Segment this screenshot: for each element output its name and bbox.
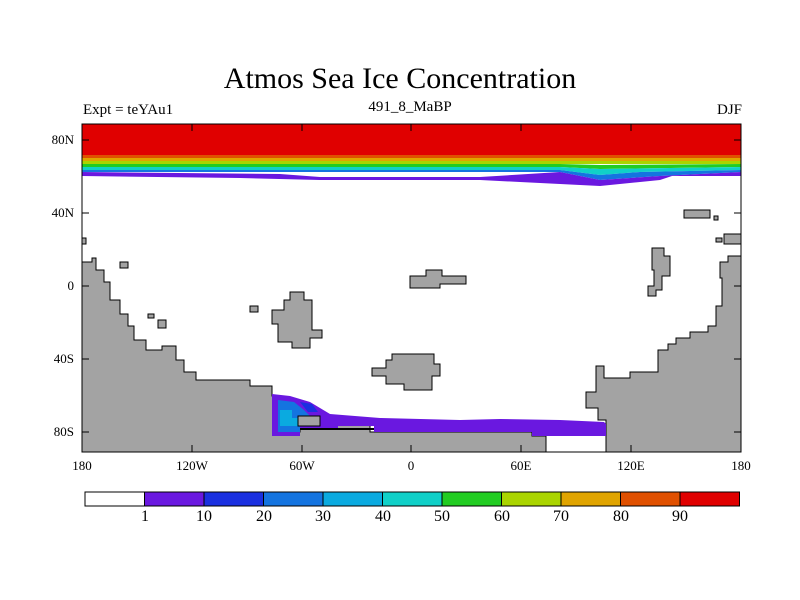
colorbar-swatch-6 bbox=[441, 491, 502, 507]
arctic-ice-40 bbox=[82, 167, 741, 175]
land-east-continent bbox=[585, 255, 742, 453]
colorbar-label-10: 10 bbox=[196, 508, 212, 525]
lon-label-120e: 120E bbox=[617, 458, 645, 473]
land-masses bbox=[81, 209, 742, 453]
colorbar-label-60: 60 bbox=[494, 508, 510, 525]
colorbar-swatch-5 bbox=[382, 491, 443, 507]
lon-label-0: 0 bbox=[407, 458, 415, 473]
colorbar-swatch-1 bbox=[144, 491, 205, 507]
lat-label-0: 0 bbox=[67, 278, 75, 293]
lon-tick-marks bbox=[81, 124, 742, 452]
antarctic-ice-30 bbox=[280, 410, 298, 426]
antarctic-ice-1 bbox=[272, 394, 606, 436]
lon-label-60w: 60W bbox=[289, 458, 315, 473]
colorbar-swatch-3 bbox=[263, 491, 324, 507]
lat-label-40s: 40S bbox=[53, 351, 74, 366]
land-asia-island bbox=[409, 269, 467, 289]
lon-label-120w: 120W bbox=[176, 458, 208, 473]
colorbar-label-20: 20 bbox=[256, 508, 272, 525]
land-small-4 bbox=[81, 237, 87, 245]
colorbar-label-70: 70 bbox=[553, 508, 569, 525]
colorbar-label-1: 1 bbox=[141, 508, 149, 525]
colorbar-swatch-2 bbox=[203, 491, 264, 507]
colorbar-swatch-4 bbox=[322, 491, 383, 507]
colorbar-label-80: 80 bbox=[613, 508, 629, 525]
land-australia bbox=[371, 353, 441, 391]
land-ne-island-small bbox=[713, 215, 719, 221]
land-small-1 bbox=[119, 261, 129, 269]
arctic-ice-80 bbox=[82, 155, 741, 158]
colorbar-label-50: 50 bbox=[434, 508, 450, 525]
land-small-2 bbox=[147, 313, 155, 319]
land-ne-rect bbox=[723, 233, 742, 245]
colorbar bbox=[84, 491, 740, 507]
colorbar-swatch-8 bbox=[560, 491, 621, 507]
land-africa-horn bbox=[249, 305, 259, 313]
land-india bbox=[647, 247, 671, 297]
plot-title: Atmos Sea Ice Concentration bbox=[223, 62, 577, 95]
plot-subtitle: 491_8_MaBP bbox=[368, 99, 452, 115]
experiment-label: Expt = teYAu1 bbox=[83, 102, 174, 118]
land-africa bbox=[271, 291, 323, 349]
season-label: DJF bbox=[716, 102, 742, 118]
colorbar-label-90: 90 bbox=[672, 508, 688, 525]
colorbar-swatch-7 bbox=[501, 491, 562, 507]
colorbar-swatch-10 bbox=[679, 491, 740, 507]
antarctic-shelf-line bbox=[300, 428, 374, 430]
lat-label-80n: 80N bbox=[51, 132, 74, 147]
lon-label-60e: 60E bbox=[510, 458, 532, 473]
lon-label-180e: 180 bbox=[731, 458, 751, 473]
antarctic-land-patch bbox=[297, 415, 321, 427]
colorbar-label-30: 30 bbox=[315, 508, 331, 525]
arctic-ice-70 bbox=[82, 158, 741, 161]
lon-label-180w: 180 bbox=[72, 458, 92, 473]
antarctic-ice-10 bbox=[300, 402, 318, 412]
arctic-ice-50 bbox=[82, 164, 741, 169]
colorbar-label-40: 40 bbox=[375, 508, 391, 525]
colorbar-swatch-0 bbox=[84, 491, 145, 507]
lat-tick-marks bbox=[82, 139, 741, 433]
lat-label-40n: 40N bbox=[51, 205, 74, 220]
land-ne-islands bbox=[683, 209, 711, 219]
lat-label-80s: 80S bbox=[53, 424, 74, 439]
land-small-3 bbox=[157, 319, 167, 329]
land-small-5 bbox=[715, 237, 723, 243]
colorbar-swatch-9 bbox=[620, 491, 681, 507]
arctic-ice-30 bbox=[82, 170, 741, 180]
map-panel bbox=[81, 123, 742, 453]
arctic-ice-60 bbox=[82, 161, 741, 164]
arctic-ice-1 bbox=[82, 172, 741, 186]
